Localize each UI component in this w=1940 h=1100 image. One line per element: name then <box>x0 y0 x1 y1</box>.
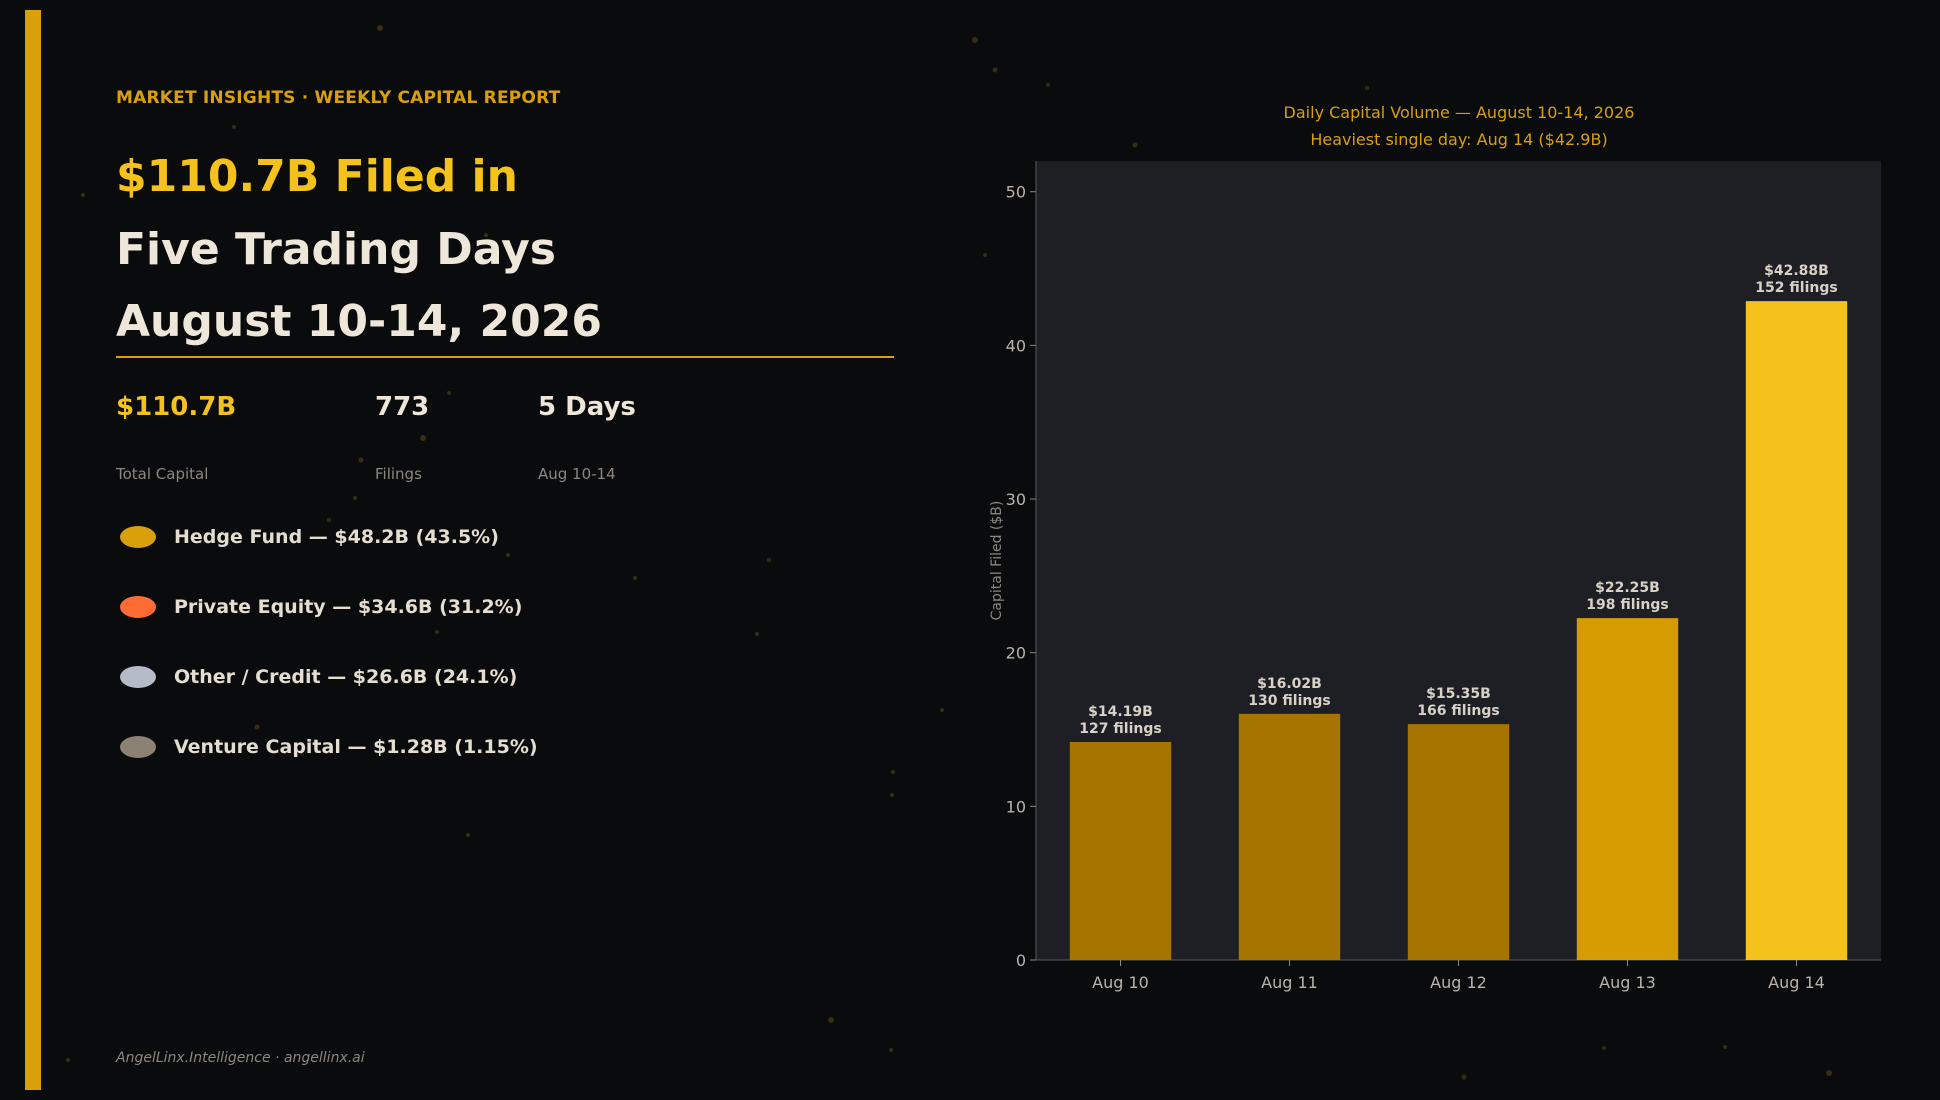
bar-aug-10 <box>1069 741 1172 960</box>
stat-total-capital-label: Total Capital <box>116 465 209 483</box>
bar-value-label: $42.88B <box>1764 263 1829 279</box>
other-credit-dot-icon <box>120 666 156 688</box>
report-eyebrow: MARKET INSIGHTS · WEEKLY CAPITAL REPORT <box>116 88 561 108</box>
bar-aug-12 <box>1407 724 1510 960</box>
bar-value-label: $15.35B <box>1426 686 1491 702</box>
stat-days-value: 5 Days <box>538 392 636 422</box>
breakdown-venture-capital: Venture Capital — $1.28B (1.15%) <box>120 732 538 762</box>
bar-aug-11 <box>1238 713 1341 960</box>
headline-divider <box>116 356 894 358</box>
y-tick-label: 20 <box>1006 644 1026 663</box>
y-tick-label: 50 <box>1006 183 1026 202</box>
chart-title: Daily Capital Volume — August 10-14, 202… <box>1284 103 1635 122</box>
breakdown-label: Hedge Fund — $48.2B (43.5%) <box>174 526 499 548</box>
x-tick-label: Aug 11 <box>1261 973 1318 992</box>
bar-value-label: $22.25B <box>1595 580 1660 596</box>
breakdown-private-equity: Private Equity — $34.6B (31.2%) <box>120 592 522 622</box>
bar-aug-13 <box>1576 618 1679 960</box>
y-tick-label: 10 <box>1006 797 1026 816</box>
venture-capital-dot-icon <box>120 736 156 758</box>
accent-bar <box>25 10 41 1090</box>
stat-days-label: Aug 10-14 <box>538 465 616 483</box>
y-tick-label: 40 <box>1006 336 1026 355</box>
headline-days: Five Trading Days <box>116 224 556 275</box>
y-tick-label: 0 <box>1016 951 1026 970</box>
stat-total-capital-value: $110.7B <box>116 392 237 422</box>
headline-amount: $110.7B Filed in <box>116 151 518 202</box>
footer-brand: AngelLinx.Intelligence · angellinx.ai <box>116 1050 365 1066</box>
stat-filings-label: Filings <box>375 465 422 483</box>
bar-aug-14 <box>1745 301 1848 960</box>
chart-subtitle: Heaviest single day: Aug 14 ($42.9B) <box>1310 130 1607 149</box>
x-tick-label: Aug 10 <box>1092 973 1149 992</box>
y-tick-label: 30 <box>1006 490 1026 509</box>
breakdown-other-credit: Other / Credit — $26.6B (24.1%) <box>120 662 517 692</box>
breakdown-hedge-fund: Hedge Fund — $48.2B (43.5%) <box>120 522 499 552</box>
private-equity-dot-icon <box>120 596 156 618</box>
headline-dates: August 10-14, 2026 <box>116 296 602 347</box>
breakdown-label: Venture Capital — $1.28B (1.15%) <box>174 736 538 758</box>
x-tick-label: Aug 14 <box>1768 973 1825 992</box>
bar-filings-label: 152 filings <box>1755 280 1837 296</box>
x-tick-label: Aug 12 <box>1430 973 1487 992</box>
x-tick-label: Aug 13 <box>1599 973 1656 992</box>
hedge-fund-dot-icon <box>120 526 156 548</box>
bar-filings-label: 198 filings <box>1586 597 1668 613</box>
bar-filings-label: 130 filings <box>1248 693 1330 709</box>
breakdown-label: Private Equity — $34.6B (31.2%) <box>174 596 523 618</box>
bar-value-label: $14.19B <box>1088 704 1153 720</box>
y-axis-label: Capital Filed ($B) <box>989 501 1005 621</box>
bar-filings-label: 127 filings <box>1079 721 1161 737</box>
stat-filings-value: 773 <box>375 392 430 422</box>
bar-value-label: $16.02B <box>1257 676 1322 692</box>
breakdown-label: Other / Credit — $26.6B (24.1%) <box>174 666 518 688</box>
bar-filings-label: 166 filings <box>1417 703 1499 719</box>
